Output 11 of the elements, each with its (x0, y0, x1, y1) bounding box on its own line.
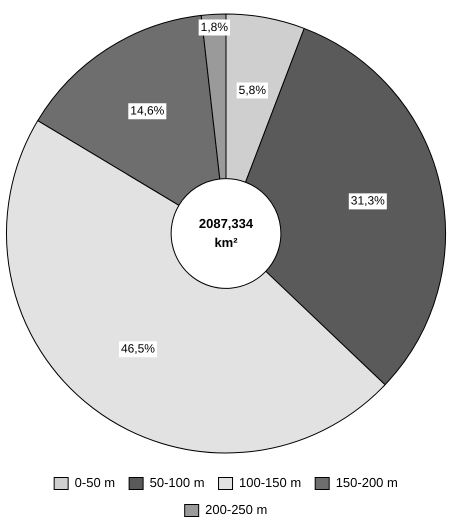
data-label: 46,5% (120, 342, 156, 356)
legend-label: 200-250 m (205, 502, 268, 518)
legend-label: 150-200 m (336, 475, 398, 490)
text: 2087,334 km² (198, 216, 254, 250)
legend-label: 50-100 m (150, 475, 205, 490)
data-label: 14,6% (130, 104, 165, 118)
data-label: 5,8% (238, 82, 266, 97)
data-label: 1,8% (200, 20, 228, 34)
legend-label: 0-50 m (74, 475, 116, 490)
legend-label: 100-150 m (239, 475, 302, 490)
data-label: 31,3% (350, 194, 386, 208)
